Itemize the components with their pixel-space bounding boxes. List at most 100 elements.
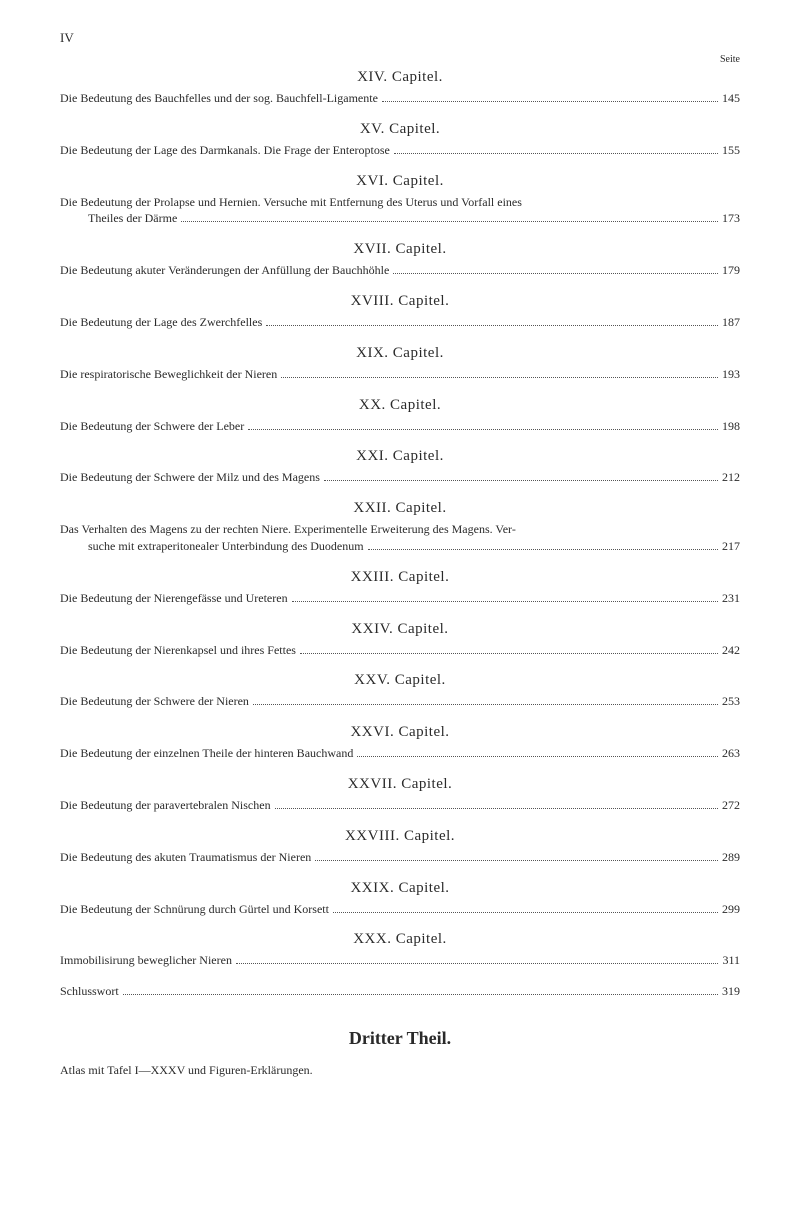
entry-text: Die Bedeutung der Schnürung durch Gürtel… [60, 901, 329, 918]
dots-leader [123, 994, 718, 995]
schlusswort-row: Schlusswort 319 [60, 983, 740, 1000]
chapter-block: XXVIII. Capitel. Die Bedeutung des akuten… [60, 828, 740, 866]
page-number: 272 [722, 797, 740, 814]
dots-leader [236, 963, 718, 964]
page-number-roman: IV [60, 30, 740, 46]
entry-continuation-row: suche mit extraperitonealer Unterbindung… [60, 538, 740, 555]
page-number: 311 [722, 952, 740, 969]
page-number: 212 [722, 469, 740, 486]
page-number: 145 [722, 90, 740, 107]
entry-row: Immobilisirung beweglicher Nieren 311 [60, 952, 740, 969]
entry-row: Die Bedeutung der Schwere der Nieren253 [60, 693, 740, 710]
page-number: 217 [722, 538, 740, 555]
entry-text: Die respiratorische Beweglichkeit der Ni… [60, 366, 277, 383]
entry-text: Die Bedeutung der Lage des Darmkanals. D… [60, 142, 390, 159]
dots-leader [357, 756, 718, 757]
entry-text: Die Bedeutung der einzelnen Theile der h… [60, 745, 353, 762]
entry-row: Die Bedeutung der Schwere der Milz und d… [60, 469, 740, 486]
entry-text: Die Bedeutung der Schwere der Leber [60, 418, 244, 435]
chapter-heading: XVI. Capitel. [60, 173, 740, 190]
dots-leader [181, 221, 718, 222]
entry-row: Die Bedeutung der Schwere der Leber 198 [60, 418, 740, 435]
entry-row: Die Bedeutung der Prolapse und Hernien. … [60, 194, 740, 211]
chapter-heading: XXIX. Capitel. [60, 880, 740, 897]
entry-row: Die respiratorische Beweglichkeit der Ni… [60, 366, 740, 383]
dots-leader [394, 153, 718, 154]
entry-row: Die Bedeutung der Nierenkapsel und ihres… [60, 642, 740, 659]
chapter-block: XXVI. Capitel. Die Bedeutung der einzelne… [60, 724, 740, 762]
dots-leader [382, 101, 718, 102]
dots-leader [292, 601, 718, 602]
entry-text: Die Bedeutung der Schwere der Milz und d… [60, 469, 320, 486]
chapter-heading: XXI. Capitel. [60, 448, 740, 465]
entry-text: Die Bedeutung der Nierenkapsel und ihres… [60, 642, 296, 659]
chapter-heading: XV. Capitel. [60, 121, 740, 138]
entry-text: Immobilisirung beweglicher Nieren [60, 952, 232, 969]
chapter-heading: XXII. Capitel. [60, 500, 740, 517]
entry-text: Die Bedeutung des Bauchfelles und der so… [60, 90, 378, 107]
page-number: 179 [722, 262, 740, 279]
entry-text: Die Bedeutung akuter Veränderungen der A… [60, 262, 389, 279]
entry-text: Die Bedeutung der Nierengefässe und Uret… [60, 590, 288, 607]
chapter-block: XXVII. Capitel. Die Bedeutung der paraver… [60, 776, 740, 814]
page-number: 193 [722, 366, 740, 383]
dots-leader [393, 273, 718, 274]
dots-leader [266, 325, 718, 326]
chapter-block: XXX. Capitel. Immobilisirung beweglicher … [60, 931, 740, 969]
page-number: 253 [722, 693, 740, 710]
chapter-block: XXIII. Capitel. Die Bedeutung der Niereng… [60, 569, 740, 607]
chapter-block: XIV. Capitel. Die Bedeutung des Bauchfell… [60, 69, 740, 107]
dots-leader [248, 429, 718, 430]
chapter-heading: XXVIII. Capitel. [60, 828, 740, 845]
chapter-block: XV. Capitel. Die Bedeutung der Lage des D… [60, 121, 740, 159]
dots-leader [275, 808, 718, 809]
page-number: 155 [722, 142, 740, 159]
schlusswort-label: Schlusswort [60, 983, 119, 1000]
entry-text: Die Bedeutung der Lage des Zwerchfelles [60, 314, 262, 331]
page-number: 242 [722, 642, 740, 659]
entry-row: Das Verhalten des Magens zu der rechten … [60, 521, 740, 538]
chapter-heading: XIX. Capitel. [60, 345, 740, 362]
toc-container: XIV. Capitel. Die Bedeutung des Bauchfell… [60, 69, 740, 969]
chapter-heading: XXX. Capitel. [60, 931, 740, 948]
chapter-heading: XXVI. Capitel. [60, 724, 740, 741]
entry-row: Die Bedeutung der paravertebralen Nische… [60, 797, 740, 814]
chapter-heading: XXV. Capitel. [60, 672, 740, 689]
page-number: 187 [722, 314, 740, 331]
entry-text: Die Bedeutung der paravertebralen Nische… [60, 797, 271, 814]
entry-text: Die Bedeutung der Prolapse und Hernien. … [60, 194, 522, 211]
dritter-theil-title: Dritter Theil. [60, 1028, 740, 1049]
chapter-block: XXII. Capitel. Das Verhalten des Magens z… [60, 500, 740, 555]
chapter-heading: XVII. Capitel. [60, 241, 740, 258]
entry-continuation-row: Theiles der Därme173 [60, 210, 740, 227]
dots-leader [253, 704, 718, 705]
dots-leader [324, 480, 718, 481]
schlusswort-page: 319 [722, 983, 740, 1000]
dots-leader [333, 912, 718, 913]
page-number: 198 [722, 418, 740, 435]
entry-text: Die Bedeutung des akuten Traumatismus de… [60, 849, 311, 866]
entry-row: Die Bedeutung der Schnürung durch Gürtel… [60, 901, 740, 918]
chapter-block: XX. Capitel. Die Bedeutung der Schwere de… [60, 397, 740, 435]
entry-row: Die Bedeutung des Bauchfelles und der so… [60, 90, 740, 107]
entry-text: Theiles der Därme [88, 210, 177, 227]
page-number: 299 [722, 901, 740, 918]
chapter-heading: XVIII. Capitel. [60, 293, 740, 310]
chapter-heading: XXIV. Capitel. [60, 621, 740, 638]
chapter-block: XXIV. Capitel. Die Bedeutung der Nierenka… [60, 621, 740, 659]
page-number: 231 [722, 590, 740, 607]
chapter-block: XVIII. Capitel. Die Bedeutung der Lage de… [60, 293, 740, 331]
chapter-heading: XXVII. Capitel. [60, 776, 740, 793]
entry-text: Das Verhalten des Magens zu der rechten … [60, 521, 516, 538]
dots-leader [281, 377, 718, 378]
chapter-block: XIX. Capitel. Die respiratorische Bewegli… [60, 345, 740, 383]
entry-row: Die Bedeutung der Lage des Zwerchfelles 1… [60, 314, 740, 331]
chapter-block: XVI. Capitel. Die Bedeutung der Prolapse … [60, 173, 740, 228]
chapter-heading: XIV. Capitel. [60, 69, 740, 86]
page-number: 289 [722, 849, 740, 866]
entry-text: suche mit extraperitonealer Unterbindung… [88, 538, 364, 555]
chapter-heading: XX. Capitel. [60, 397, 740, 414]
chapter-heading: XXIII. Capitel. [60, 569, 740, 586]
dots-leader [315, 860, 718, 861]
entry-row: Die Bedeutung der einzelnen Theile der h… [60, 745, 740, 762]
